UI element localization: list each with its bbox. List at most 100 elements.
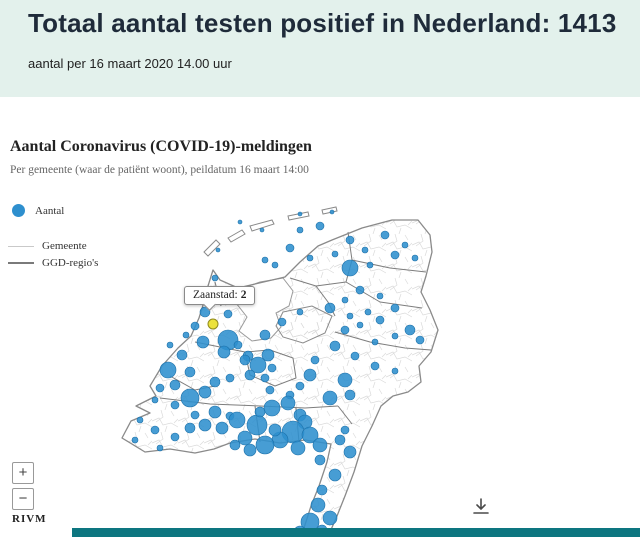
map-bubble[interactable] xyxy=(356,321,364,329)
map-bubble[interactable] xyxy=(390,250,400,260)
map-bubble[interactable] xyxy=(340,425,350,435)
map-bubble[interactable] xyxy=(237,430,253,446)
map-bubble[interactable] xyxy=(151,396,159,404)
map-bubble[interactable] xyxy=(375,315,385,325)
map-bubble[interactable] xyxy=(364,308,372,316)
map-bubble[interactable] xyxy=(334,434,346,446)
map-bubble[interactable] xyxy=(404,324,416,336)
map-bubble[interactable] xyxy=(244,369,256,381)
map-bubble[interactable] xyxy=(370,361,380,371)
map-bubble[interactable] xyxy=(310,355,320,365)
map-bubble[interactable] xyxy=(268,423,282,437)
map-bubble[interactable] xyxy=(208,405,222,419)
map-bubble[interactable] xyxy=(217,345,231,359)
map-bubble[interactable] xyxy=(340,325,350,335)
map-bubble[interactable] xyxy=(329,209,335,215)
map-bubble[interactable] xyxy=(259,227,265,233)
map-bubble[interactable] xyxy=(290,440,306,456)
map-bubble[interactable] xyxy=(254,406,266,418)
map-bubble[interactable] xyxy=(131,436,139,444)
map-bubble[interactable] xyxy=(316,484,328,496)
map-bubble[interactable] xyxy=(246,414,268,436)
map-bubble[interactable] xyxy=(344,389,356,401)
map-bubble[interactable] xyxy=(215,421,229,435)
map-bubble[interactable] xyxy=(209,376,221,388)
map-bubble[interactable] xyxy=(310,497,326,513)
map-bubble[interactable] xyxy=(155,383,165,393)
map-bubble[interactable] xyxy=(277,317,287,327)
map-bubble[interactable] xyxy=(229,439,241,451)
map-bubble[interactable] xyxy=(228,411,246,429)
map-bubble[interactable] xyxy=(198,385,212,399)
map-bubble[interactable] xyxy=(346,312,354,320)
map-bubble[interactable] xyxy=(301,426,319,444)
map-bubble[interactable] xyxy=(259,329,271,341)
map-bubble[interactable] xyxy=(180,388,200,408)
map-bubble[interactable] xyxy=(239,354,251,366)
map-bubble[interactable] xyxy=(341,296,349,304)
map-bubble[interactable] xyxy=(170,432,180,442)
download-icon[interactable] xyxy=(470,497,492,517)
map-bubble[interactable] xyxy=(182,331,190,339)
map-bubble[interactable] xyxy=(322,510,338,526)
map-bubble[interactable] xyxy=(237,219,243,225)
map-bubble[interactable] xyxy=(337,372,353,388)
map-bubble[interactable] xyxy=(331,250,339,258)
map-bubble[interactable] xyxy=(296,308,304,316)
zoom-in-button[interactable]: + xyxy=(12,462,34,484)
map-bubble[interactable] xyxy=(322,390,338,406)
map-bubble[interactable] xyxy=(329,340,341,352)
map-bubble[interactable] xyxy=(159,361,177,379)
map-bubble[interactable] xyxy=(315,221,325,231)
map-bubble[interactable] xyxy=(169,379,181,391)
map-bubble[interactable] xyxy=(324,302,336,314)
map-bubble[interactable] xyxy=(243,443,257,457)
map-bubble[interactable] xyxy=(328,468,342,482)
map-bubble[interactable] xyxy=(271,261,279,269)
map-bubble[interactable] xyxy=(249,356,267,374)
map-bubble[interactable] xyxy=(391,332,399,340)
map-bubble[interactable] xyxy=(366,261,374,269)
map-bubble[interactable] xyxy=(255,435,275,455)
map-bubble[interactable] xyxy=(136,416,144,424)
map-bubble[interactable] xyxy=(303,368,317,382)
map-bubble[interactable] xyxy=(150,425,160,435)
map-bubble[interactable] xyxy=(306,254,314,262)
map-bubble[interactable] xyxy=(184,366,196,378)
map-bubble[interactable] xyxy=(401,241,409,249)
map-bubble[interactable] xyxy=(190,321,200,331)
map-bubble[interactable] xyxy=(345,235,355,245)
map-bubble[interactable] xyxy=(225,373,235,383)
map-bubble[interactable] xyxy=(280,395,296,411)
map-bubble[interactable] xyxy=(176,349,188,361)
map-bubble[interactable] xyxy=(265,385,275,395)
map-bubble[interactable] xyxy=(343,445,357,459)
map-bubble[interactable] xyxy=(184,422,196,434)
map-bubble[interactable] xyxy=(211,274,219,282)
zoom-out-button[interactable]: − xyxy=(12,488,34,510)
map-bubble[interactable] xyxy=(285,243,295,253)
map-bubble[interactable] xyxy=(170,400,180,410)
legend-item-aantal[interactable]: Aantal xyxy=(12,204,64,217)
map-bubble[interactable] xyxy=(261,348,275,362)
map-bubble[interactable] xyxy=(215,247,221,253)
map-bubble[interactable] xyxy=(295,381,305,391)
map-bubble-selected[interactable] xyxy=(207,318,219,330)
map-bubble[interactable] xyxy=(415,335,425,345)
map-bubble[interactable] xyxy=(223,309,233,319)
map-bubble[interactable] xyxy=(233,340,243,350)
map-bubble[interactable] xyxy=(376,292,384,300)
map-bubble[interactable] xyxy=(411,254,419,262)
netherlands-map[interactable] xyxy=(100,190,550,537)
map-bubble[interactable] xyxy=(312,437,328,453)
map-bubble[interactable] xyxy=(261,256,269,264)
map-bubble[interactable] xyxy=(355,285,365,295)
map-bubble[interactable] xyxy=(361,246,369,254)
map-bubble[interactable] xyxy=(267,363,277,373)
map-bubble[interactable] xyxy=(391,367,399,375)
map-bubble[interactable] xyxy=(260,373,270,383)
map-bubble[interactable] xyxy=(297,211,303,217)
map-bubble[interactable] xyxy=(390,303,400,313)
map-bubble[interactable] xyxy=(198,418,212,432)
map-bubble[interactable] xyxy=(190,410,200,420)
